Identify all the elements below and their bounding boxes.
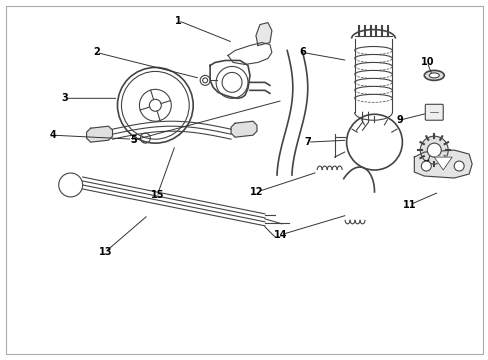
Polygon shape <box>230 121 256 137</box>
Polygon shape <box>255 23 271 45</box>
Circle shape <box>420 136 447 164</box>
Polygon shape <box>86 126 112 142</box>
Text: 5: 5 <box>130 135 137 145</box>
Text: 4: 4 <box>49 130 56 140</box>
Text: 12: 12 <box>250 187 263 197</box>
Circle shape <box>453 161 463 171</box>
Text: 13: 13 <box>99 247 112 257</box>
Ellipse shape <box>424 71 443 80</box>
Text: 7: 7 <box>304 137 310 147</box>
Text: 2: 2 <box>93 48 100 58</box>
Text: 15: 15 <box>150 190 164 200</box>
Text: 1: 1 <box>175 15 181 26</box>
Polygon shape <box>413 150 471 178</box>
Text: 3: 3 <box>61 93 68 103</box>
FancyBboxPatch shape <box>425 104 442 120</box>
Text: 9: 9 <box>395 115 402 125</box>
Ellipse shape <box>428 73 438 78</box>
Text: 8: 8 <box>422 160 429 170</box>
Circle shape <box>427 143 440 157</box>
Polygon shape <box>433 157 451 170</box>
Text: 10: 10 <box>420 58 433 67</box>
Text: 14: 14 <box>274 230 287 240</box>
Text: 11: 11 <box>402 200 415 210</box>
Circle shape <box>421 161 430 171</box>
Text: 6: 6 <box>299 48 305 58</box>
